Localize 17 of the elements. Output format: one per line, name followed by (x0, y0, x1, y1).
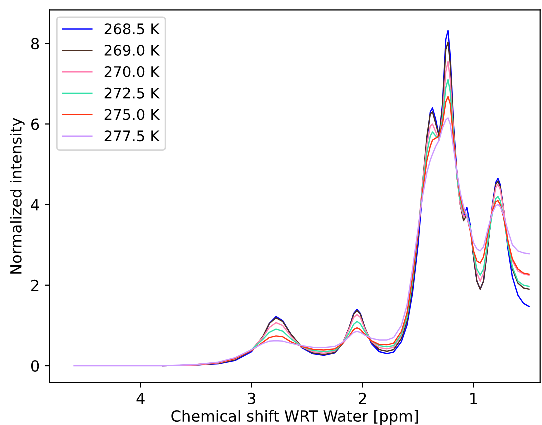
x-tick-label: 4 (136, 393, 145, 404)
legend-label: 277.5 K (104, 130, 160, 142)
y-axis-title: Normalized intensity (10, 118, 25, 274)
x-axis-title: Chemical shift WRT Water [ppm] (172, 410, 418, 425)
y-tick-label: 0 (31, 360, 40, 372)
y-tick-label: 6 (31, 118, 40, 130)
legend-label: 268.5 K (104, 24, 160, 35)
y-tick-label: 4 (31, 199, 40, 211)
x-tick-label: 2 (359, 392, 366, 404)
x-tick-label: 3 (248, 392, 256, 404)
legend-label: 270.0 K (104, 66, 160, 78)
legend-label: 272.5 K (104, 88, 160, 99)
x-tick-label: 1 (470, 393, 478, 404)
legend-label: 275.0 K (104, 109, 160, 120)
y-tick-label: 2 (32, 280, 39, 292)
legend-label: 269.0 K (104, 44, 160, 56)
y-tick-label: 8 (31, 38, 40, 50)
